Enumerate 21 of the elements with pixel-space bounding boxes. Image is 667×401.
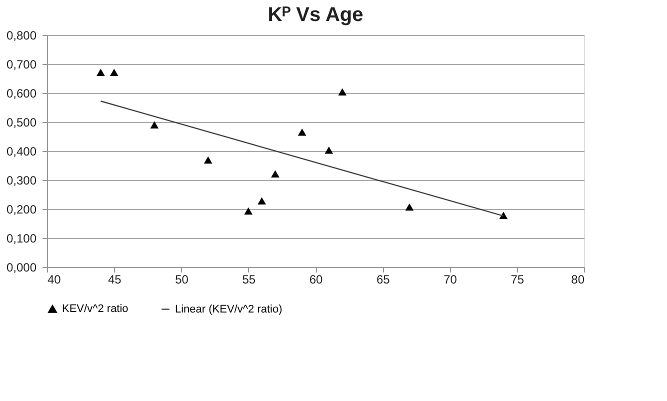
y-tick-label: 0,200 — [6, 202, 37, 216]
x-tick-label: 50 — [175, 272, 189, 286]
y-tick-label: 0,500 — [6, 116, 37, 130]
y-tick-label: 0,000 — [6, 260, 37, 274]
y-tick-label: 0,600 — [6, 86, 37, 100]
chart-title: Kᴾ Vs Age — [268, 4, 364, 26]
legend-label: Linear (KEV/v^2 ratio) — [175, 303, 282, 316]
x-tick-label: 55 — [242, 272, 256, 286]
y-tick-label: 0,100 — [6, 232, 37, 246]
x-tick-label: 80 — [571, 272, 585, 286]
x-tick-label: 60 — [309, 272, 323, 286]
legend-label: KEV/v^2 ratio — [62, 302, 128, 315]
x-tick-label: 70 — [444, 272, 458, 286]
y-tick-label: 0,800 — [6, 28, 37, 42]
x-tick-label: 75 — [510, 272, 524, 286]
x-tick-label: 40 — [48, 272, 62, 286]
y-tick-label: 0,300 — [6, 174, 37, 188]
x-tick-label: 45 — [108, 272, 122, 286]
y-tick-label: 0,400 — [6, 144, 37, 158]
x-tick-label: 65 — [376, 272, 390, 286]
y-tick-label: 0,700 — [6, 58, 37, 72]
